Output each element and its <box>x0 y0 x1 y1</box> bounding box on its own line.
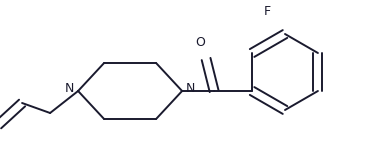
Text: F: F <box>264 5 270 18</box>
Text: N: N <box>65 82 74 96</box>
Text: N: N <box>186 82 195 96</box>
Text: O: O <box>195 36 205 49</box>
